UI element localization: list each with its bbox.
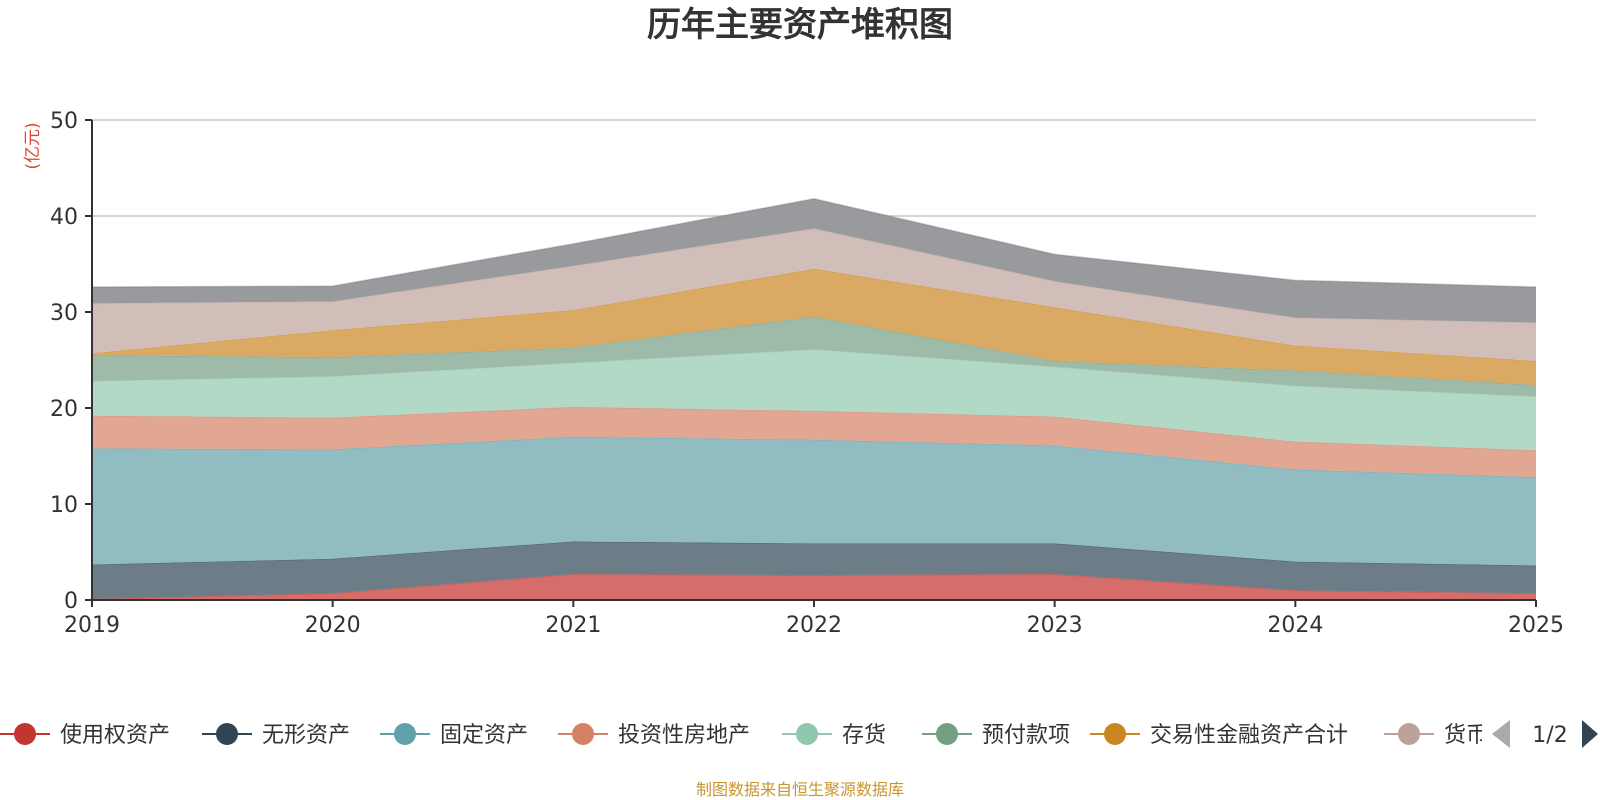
- legend-label: 预付款项: [982, 723, 1070, 748]
- legend-items: 使用权资产 无形资产 固定资产 投资性房地产 存货 预付款项 交易性金融资产合计 货币: [0, 723, 1488, 748]
- area-series-8[interactable]: [92, 228, 1536, 361]
- legend-circle-icon: [14, 723, 36, 745]
- area-series-9[interactable]: [92, 198, 1536, 323]
- area-series-2[interactable]: [92, 541, 1536, 600]
- data-source-note: 制图数据来自恒生聚源数据库: [696, 780, 904, 799]
- x-tick-label-2020: 2020: [305, 613, 361, 638]
- area-series-1[interactable]: [92, 574, 1536, 600]
- legend-pager: 1/2: [1492, 720, 1598, 748]
- y-tick-label-0: 0: [64, 589, 78, 614]
- legend-circle-icon: [1398, 723, 1420, 745]
- y-axis-unit: (亿元): [23, 122, 43, 169]
- legend-label: 货币: [1444, 723, 1488, 748]
- legend-label: 使用权资产: [60, 723, 170, 748]
- legend-label: 投资性房地产: [618, 723, 750, 748]
- legend-circle-icon: [936, 723, 958, 745]
- legend-circle-icon: [1104, 723, 1126, 745]
- legend-item-6[interactable]: 预付款项: [922, 723, 1070, 748]
- legend-label: 固定资产: [440, 723, 528, 748]
- x-tick-label-2025: 2025: [1508, 613, 1564, 638]
- legend-item-7[interactable]: 交易性金融资产合计: [1090, 723, 1348, 748]
- legend-circle-icon: [394, 723, 416, 745]
- y-tick-label-50: 50: [50, 109, 78, 134]
- x-tick-label-2021: 2021: [545, 613, 601, 638]
- chart-title: 历年主要资产堆积图: [647, 5, 953, 45]
- x-tick-label-2022: 2022: [786, 613, 842, 638]
- legend-label: 存货: [842, 723, 886, 748]
- legend-item-5[interactable]: 存货: [782, 723, 886, 748]
- area-series-9-edge: [91, 197, 1537, 288]
- area-series-5[interactable]: [92, 349, 1536, 451]
- y-tick-label-20: 20: [50, 397, 78, 422]
- area-series-4[interactable]: [92, 407, 1536, 478]
- y-tick-label-40: 40: [50, 205, 78, 230]
- legend-circle-icon: [796, 723, 818, 745]
- area-series-3[interactable]: [92, 436, 1536, 566]
- legend-item-2[interactable]: 无形资产: [202, 723, 350, 748]
- legend-item-4[interactable]: 投资性房地产: [558, 723, 750, 748]
- legend-page-indicator: 1/2: [1532, 723, 1567, 748]
- legend-item-8[interactable]: 货币: [1384, 723, 1488, 748]
- x-tick-label-2024: 2024: [1267, 613, 1323, 638]
- legend-item-3[interactable]: 固定资产: [380, 723, 528, 748]
- legend-label: 交易性金融资产合计: [1150, 723, 1348, 748]
- y-tick-label-10: 10: [50, 493, 78, 518]
- area-series-7[interactable]: [92, 268, 1536, 385]
- axes: 0 10 20 30 40 50 2019 2020 2021 2022 2023 2024 2025: [50, 109, 1564, 638]
- y-tick-label-30: 30: [50, 301, 78, 326]
- legend-circle-icon: [216, 723, 238, 745]
- legend-label: 无形资产: [262, 723, 350, 748]
- area-series-group: [91, 197, 1537, 600]
- x-tick-label-2019: 2019: [64, 613, 120, 638]
- legend: 使用权资产 无形资产 固定资产 投资性房地产 存货 预付款项 交易性金融资产合计 货币 1/2: [0, 720, 1598, 748]
- legend-circle-icon: [572, 723, 594, 745]
- next-page-icon[interactable]: [1582, 720, 1598, 748]
- previous-page-icon[interactable]: [1492, 720, 1510, 748]
- area-series-6[interactable]: [92, 316, 1536, 397]
- x-tick-label-2023: 2023: [1027, 613, 1083, 638]
- legend-item-1[interactable]: 使用权资产: [0, 723, 170, 748]
